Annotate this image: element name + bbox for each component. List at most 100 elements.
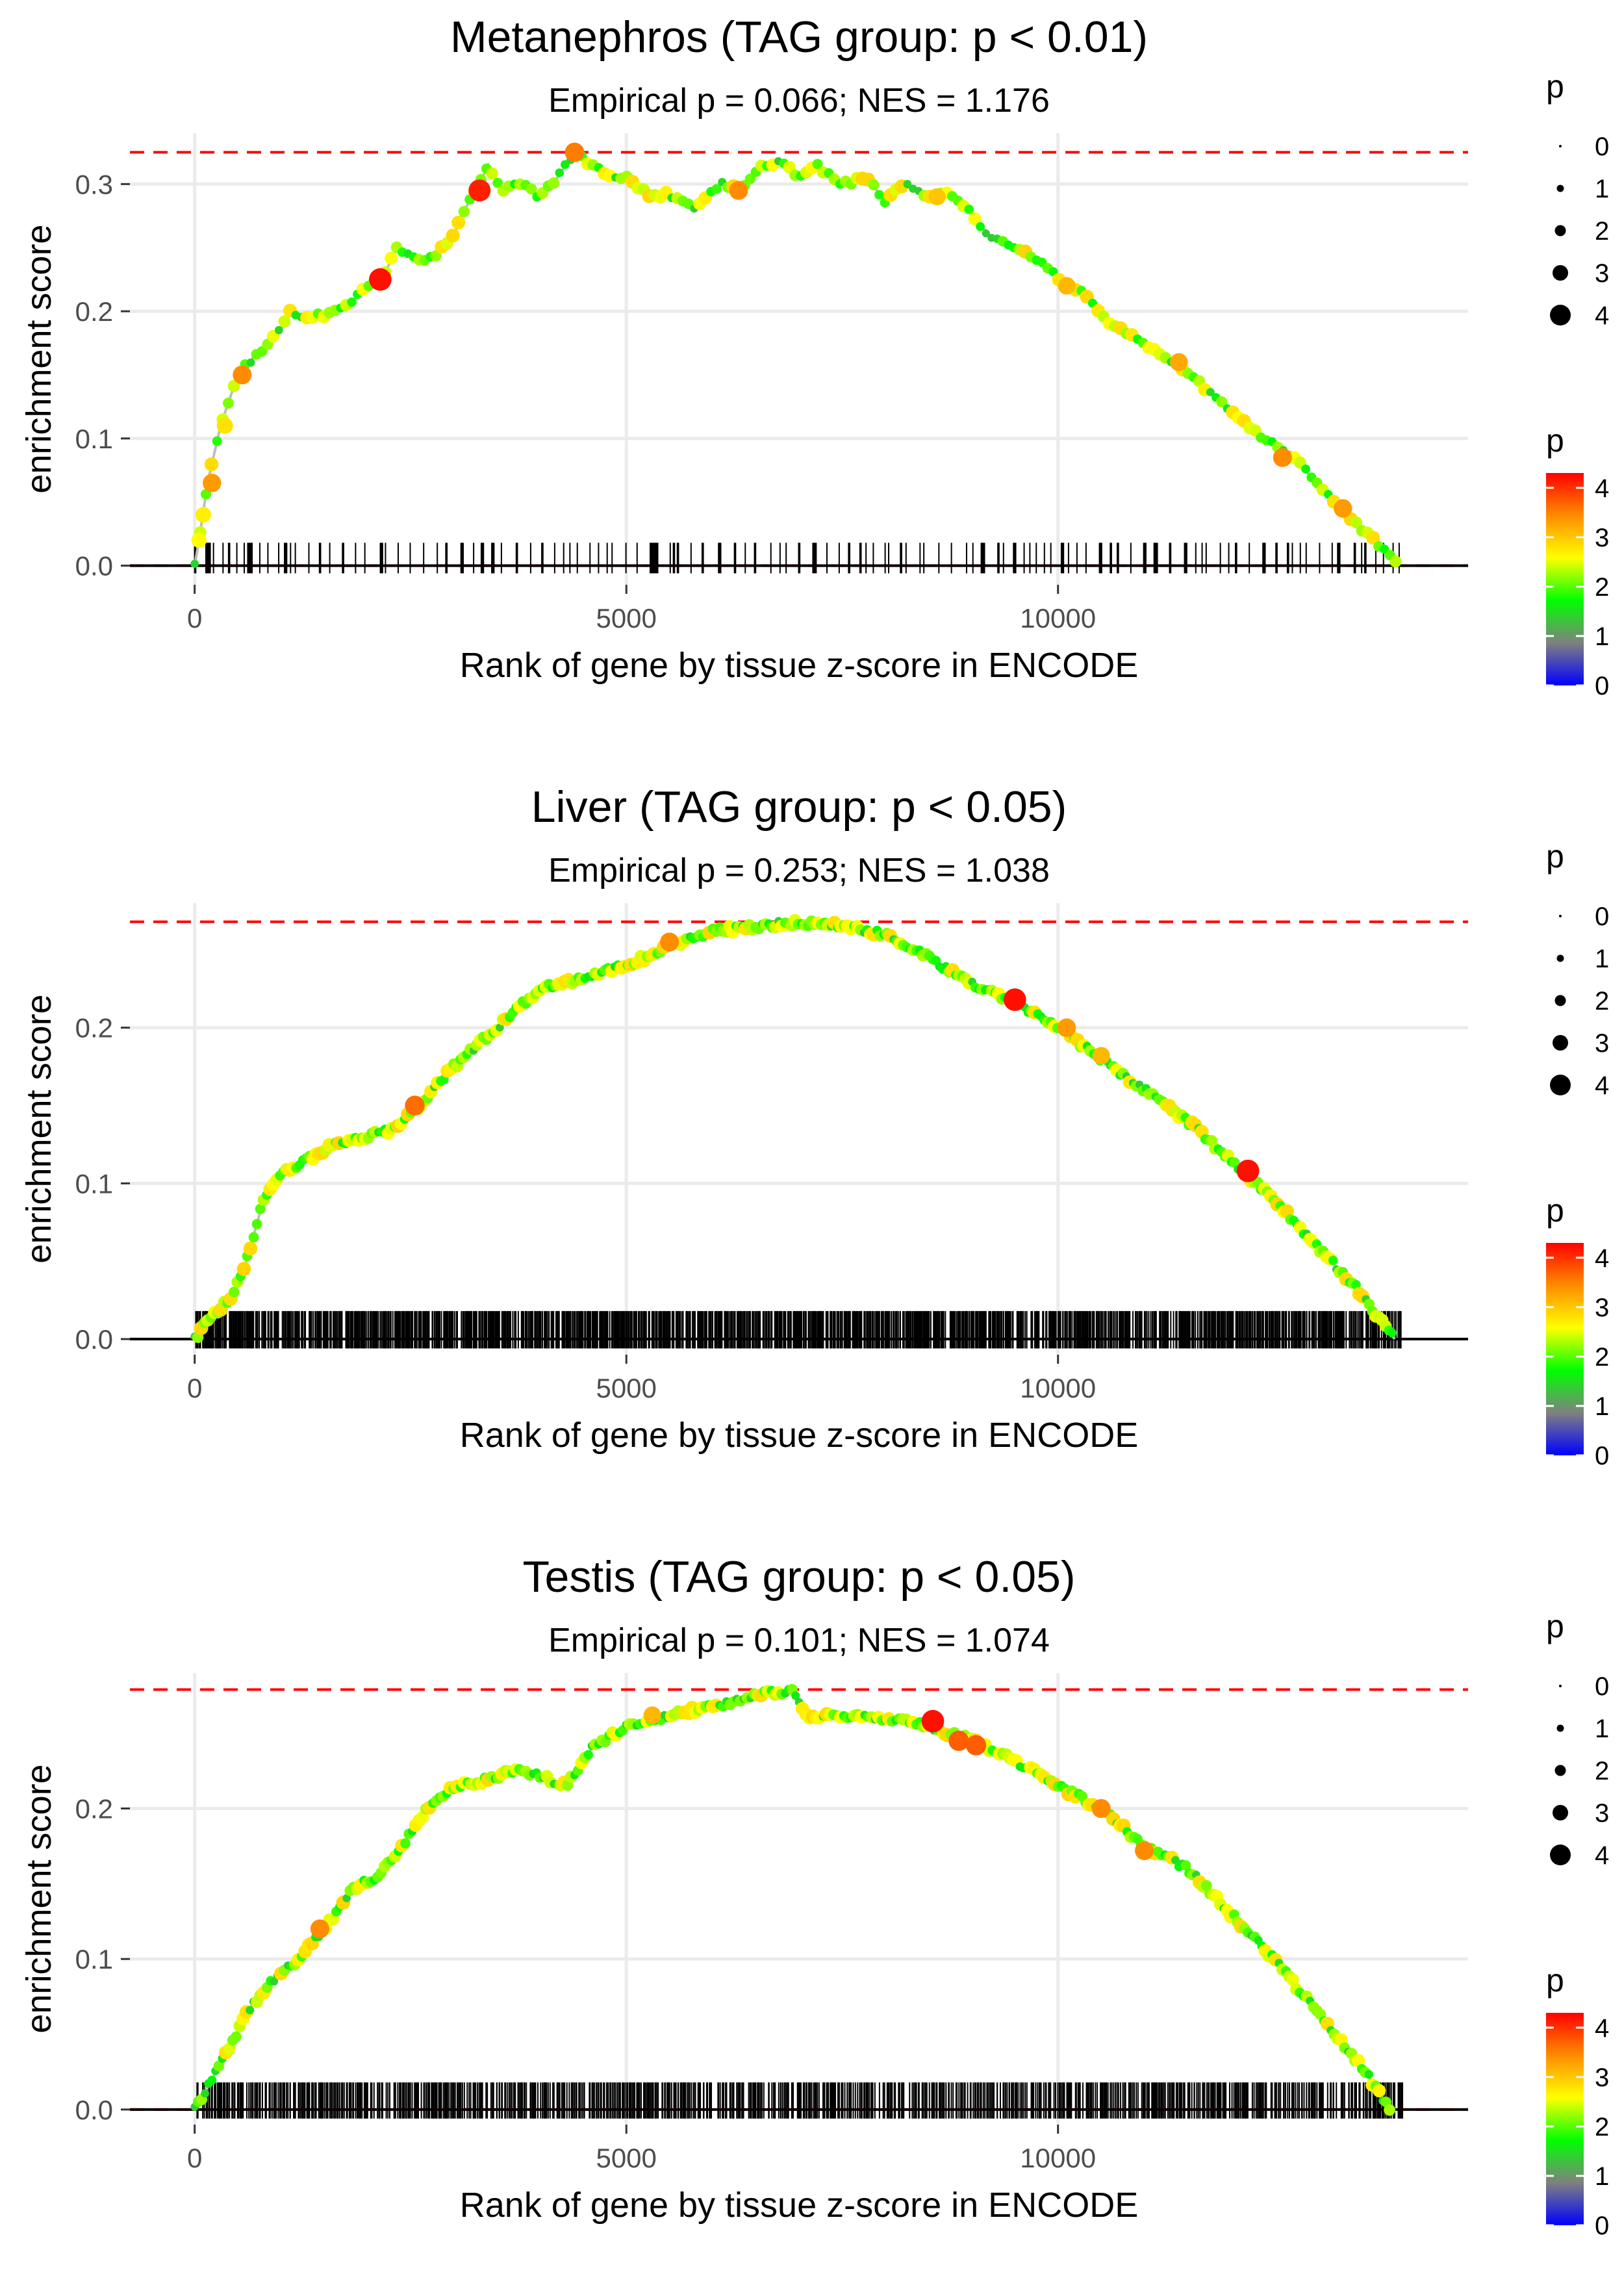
x-axis-title: Rank of gene by tissue z-score in ENCODE bbox=[460, 2186, 1138, 2225]
y-tick-label: 0.2 bbox=[75, 1013, 113, 1043]
enrichment-point bbox=[1328, 1255, 1338, 1266]
enrichment-point bbox=[200, 489, 212, 500]
enrichment-point bbox=[976, 222, 985, 231]
enrichment-point bbox=[223, 397, 234, 409]
enrichment-point bbox=[1350, 516, 1363, 529]
size-legend-key bbox=[1553, 1805, 1568, 1820]
colorbar-label: 2 bbox=[1595, 573, 1609, 602]
size-legend-label: 2 bbox=[1595, 217, 1609, 246]
enrichment-point-highlight bbox=[1091, 1798, 1111, 1819]
enrichment-curve bbox=[193, 150, 1401, 567]
size-legend-key bbox=[1556, 1724, 1564, 1732]
enrichment-point bbox=[812, 159, 823, 170]
size-legend: p 0 1 2 3 4 bbox=[1546, 838, 1609, 1100]
size-legend: p 0 1 2 3 4 bbox=[1546, 1608, 1609, 1870]
x-tick-label: 0 bbox=[187, 2143, 202, 2173]
y-tick-label: 0.1 bbox=[75, 1944, 113, 1974]
enrichment-point bbox=[236, 1262, 251, 1276]
enrichment-point bbox=[744, 173, 756, 185]
enrichment-point bbox=[229, 1286, 240, 1297]
color-legend: p 0 1 2 3 4 bbox=[1546, 1192, 1609, 1470]
enrichment-point bbox=[1364, 2069, 1373, 2079]
enrichment-point-highlight bbox=[965, 1735, 987, 1756]
y-axis-title: enrichment score bbox=[19, 224, 58, 493]
enrichment-point-highlight bbox=[233, 365, 252, 385]
enrichment-point bbox=[385, 251, 398, 265]
enrichment-point bbox=[347, 297, 357, 307]
y-tick-label: 0.1 bbox=[75, 424, 113, 454]
enrichment-point bbox=[446, 228, 460, 243]
enrichment-point bbox=[227, 379, 240, 392]
enrichment-point-highlight bbox=[565, 142, 585, 162]
colorbar bbox=[1546, 1243, 1584, 1455]
color-legend: p 0 1 2 3 4 bbox=[1546, 422, 1609, 700]
enrichment-point bbox=[1206, 388, 1215, 396]
enrichment-point-highlight bbox=[660, 932, 679, 952]
enrichment-point bbox=[1200, 1880, 1212, 1891]
chart-title: Testis (TAG group: p < 0.05) bbox=[523, 1552, 1076, 1602]
size-legend-label: 0 bbox=[1595, 1672, 1609, 1701]
enrichment-point bbox=[248, 1232, 259, 1243]
gene-hit-rug bbox=[194, 543, 1400, 574]
enrichment-point-highlight bbox=[1236, 1159, 1260, 1182]
colorbar-label: 3 bbox=[1595, 524, 1609, 552]
enrichment-point-highlight bbox=[405, 1095, 425, 1116]
size-legend-label: 2 bbox=[1595, 987, 1609, 1016]
size-legend-label: 3 bbox=[1595, 1029, 1609, 1058]
enrichment-point bbox=[486, 167, 498, 180]
enrichment-point bbox=[274, 326, 283, 335]
chart-subtitle: Empirical p = 0.101; NES = 1.074 bbox=[548, 1622, 1050, 1659]
gene-hit-rug bbox=[195, 1310, 1402, 1349]
enrichment-point-highlight bbox=[1135, 1841, 1154, 1860]
enrichment-point bbox=[1352, 2054, 1365, 2067]
size-legend-key bbox=[1550, 305, 1571, 326]
enrichment-point-highlight bbox=[191, 532, 207, 548]
size-legend-label: 1 bbox=[1595, 1715, 1609, 1743]
chart-panel-2: Liver (TAG group: p < 0.05) Empirical p =… bbox=[19, 782, 1609, 1470]
x-axis-title: Rank of gene by tissue z-score in ENCODE bbox=[460, 646, 1138, 685]
enrichment-point-highlight bbox=[310, 1919, 329, 1939]
enrichment-point bbox=[400, 1838, 411, 1848]
size-legend-label: 3 bbox=[1595, 1799, 1609, 1828]
size-legend-label: 2 bbox=[1595, 1757, 1609, 1785]
colorbar-label: 0 bbox=[1595, 2212, 1609, 2240]
size-legend-key bbox=[1554, 225, 1566, 236]
enrichment-point-highlight bbox=[921, 1709, 945, 1733]
enrichment-point bbox=[555, 168, 564, 177]
color-legend-title: p bbox=[1546, 1962, 1564, 1999]
enrichment-point bbox=[1229, 1157, 1240, 1168]
colorbar-label: 0 bbox=[1595, 1442, 1609, 1470]
enrichment-point bbox=[255, 1203, 266, 1214]
enrichment-point-highlight bbox=[1057, 1018, 1076, 1037]
size-legend-label: 0 bbox=[1595, 902, 1609, 931]
enrichment-point-highlight bbox=[1273, 448, 1292, 467]
enrichment-points bbox=[190, 913, 1397, 1343]
colorbar-label: 1 bbox=[1595, 1392, 1609, 1421]
enrichment-point-highlight bbox=[1092, 1047, 1110, 1065]
colorbar-label: 1 bbox=[1595, 2162, 1609, 2191]
size-legend-key bbox=[1556, 185, 1564, 192]
y-tick-label: 0.3 bbox=[75, 169, 113, 199]
size-legend-key bbox=[1554, 995, 1566, 1006]
enrichment-point bbox=[561, 160, 570, 170]
size-legend-label: 4 bbox=[1595, 1071, 1609, 1100]
enrichment-point-highlight bbox=[203, 474, 222, 492]
colorbar-label: 4 bbox=[1595, 1244, 1609, 1273]
enrichment-point-highlight bbox=[1003, 988, 1026, 1011]
enrichment-point bbox=[251, 1219, 262, 1229]
y-tick-label: 0.2 bbox=[75, 1794, 113, 1824]
colorbar-label: 2 bbox=[1595, 1343, 1609, 1372]
color-legend: p 0 1 2 3 4 bbox=[1546, 1962, 1609, 2240]
size-legend-key bbox=[1554, 1765, 1566, 1776]
y-tick-label: 0.0 bbox=[75, 2095, 113, 2125]
y-axis-title: enrichment score bbox=[19, 1764, 58, 2033]
x-tick-label: 10000 bbox=[1020, 2143, 1096, 2173]
size-legend-title: p bbox=[1546, 68, 1564, 105]
enrichment-point bbox=[231, 2031, 242, 2043]
colorbar-label: 4 bbox=[1595, 474, 1609, 503]
size-legend-label: 4 bbox=[1595, 1841, 1609, 1870]
enrichment-point bbox=[1384, 2104, 1396, 2116]
x-tick-label: 5000 bbox=[596, 603, 656, 633]
enrichment-point bbox=[213, 2060, 225, 2072]
